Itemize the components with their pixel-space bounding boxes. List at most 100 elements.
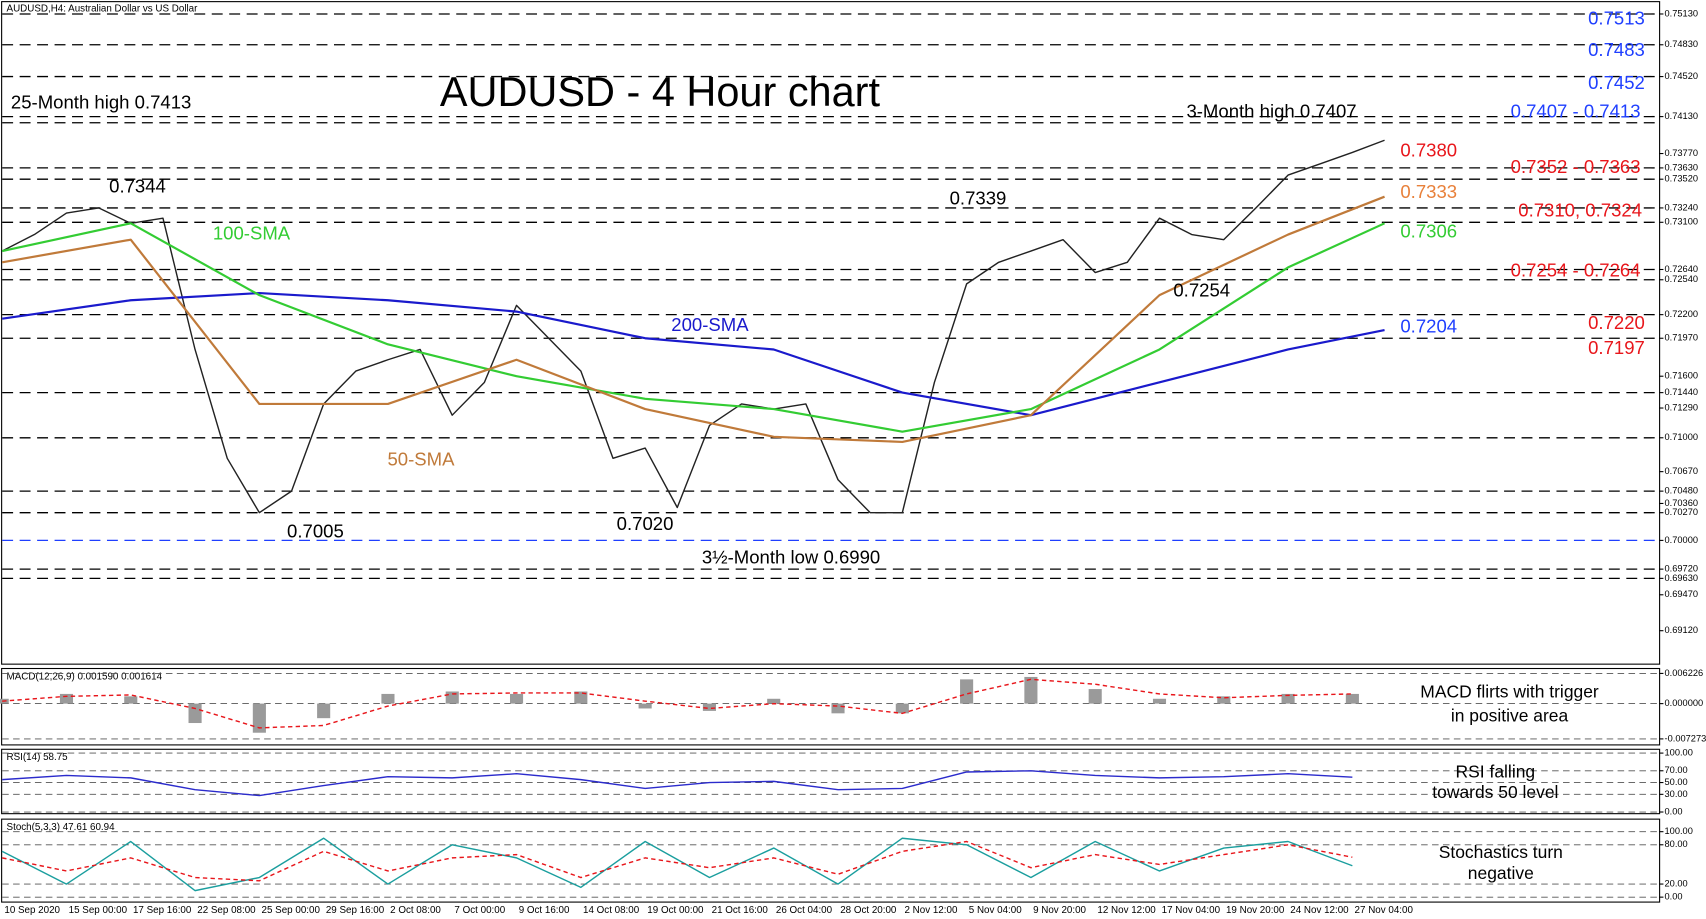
annotation: in positive area — [1451, 706, 1569, 726]
y-tick-label: 0.69470 — [1665, 589, 1699, 599]
y-tick-label: 0.75130 — [1665, 8, 1699, 18]
annotation: Stochastics turn — [1439, 842, 1563, 862]
y-tick-label: -0.007273 — [1665, 733, 1706, 743]
x-tick-label: 17 Nov 04:00 — [1162, 905, 1221, 916]
histogram-bar — [317, 703, 331, 719]
annotation: 0.7333 — [1400, 181, 1457, 202]
annotation: 3½-Month low 0.6990 — [702, 547, 880, 568]
chart-title: AUDUSD - 4 Hour chart — [440, 68, 881, 115]
panel-title: MACD(12,26,9) 0.001590 0.001614 — [7, 671, 163, 682]
histogram-bar — [702, 703, 716, 711]
histogram-bar — [252, 703, 266, 733]
annotation: 0.7204 — [1400, 315, 1457, 336]
series-line — [1, 837, 1353, 892]
y-tick-label: 30.00 — [1665, 789, 1688, 799]
y-tick-label: 0.71000 — [1665, 432, 1699, 442]
histogram-bar — [960, 679, 974, 704]
y-tick-label: 0.74830 — [1665, 39, 1699, 49]
x-tick-label: 9 Nov 20:00 — [1033, 905, 1086, 916]
annotation: 0.7306 — [1400, 220, 1457, 241]
annotation: 0.7483 — [1588, 39, 1645, 60]
y-tick-label: 0.000000 — [1665, 698, 1704, 708]
x-tick-label: 29 Sep 16:00 — [326, 905, 385, 916]
y-tick-label: 0.73630 — [1665, 162, 1699, 172]
series-label: 200-SMA — [671, 314, 749, 335]
y-tick-label: 70.00 — [1665, 765, 1688, 775]
y-tick-label: 0.72540 — [1665, 274, 1699, 284]
annotation: 0.7254 — [1173, 279, 1230, 300]
annotation: 0.7020 — [617, 513, 674, 534]
y-tick-label: 0.73520 — [1665, 174, 1699, 184]
y-tick-label: 0.73770 — [1665, 148, 1699, 158]
annotation: 0.7220 — [1588, 312, 1645, 333]
x-tick-label: 25 Sep 00:00 — [262, 905, 321, 916]
annotation: 0.7339 — [950, 188, 1007, 209]
x-tick-label: 27 Nov 04:00 — [1355, 905, 1414, 916]
y-tick-label: 0.71290 — [1665, 402, 1699, 412]
x-tick-label: 10 Sep 2020 — [4, 905, 60, 916]
y-tick-label: 80.00 — [1665, 839, 1688, 849]
annotation: 0.7310, 0.7324 — [1518, 200, 1642, 221]
y-tick-label: 0.71970 — [1665, 333, 1699, 343]
annotation: MACD flirts with trigger — [1420, 682, 1599, 702]
histogram-bar — [574, 691, 588, 704]
y-tick-label: 0.70270 — [1665, 507, 1699, 517]
y-tick-label: 0.006226 — [1665, 668, 1704, 678]
annotation: 0.7254 - 0.7264 — [1511, 260, 1641, 281]
y-tick-label: 0.69630 — [1665, 573, 1699, 583]
annotation: 0.7407 - 0.7413 — [1511, 100, 1641, 121]
x-tick-label: 5 Nov 04:00 — [969, 905, 1022, 916]
sma-line — [1, 195, 1385, 444]
x-tick-label: 14 Oct 08:00 — [583, 905, 640, 916]
y-tick-label: 100.00 — [1665, 748, 1693, 758]
series-line — [2, 678, 1353, 729]
y-tick-label: 0.00 — [1665, 806, 1683, 816]
annotation: 0.7197 — [1588, 337, 1645, 358]
annotation: 0.7344 — [109, 176, 166, 197]
x-tick-label: 19 Oct 00:00 — [647, 905, 704, 916]
histogram-bar — [895, 703, 909, 714]
sma-line — [1, 222, 1386, 433]
annotation: 0.7380 — [1400, 140, 1457, 161]
histogram-bar — [1281, 693, 1295, 704]
series-line — [2, 770, 1353, 797]
sma-line — [2, 291, 1385, 417]
y-tick-label: 100.00 — [1665, 826, 1693, 836]
histogram-bar — [831, 703, 845, 714]
annotation: 0.7005 — [287, 521, 344, 542]
y-tick-label: 0.72640 — [1665, 264, 1699, 274]
y-tick-label: 0.70480 — [1665, 486, 1699, 496]
y-tick-label: 0.69720 — [1665, 564, 1699, 574]
y-tick-label: 0.74520 — [1665, 71, 1699, 81]
y-tick-label: 50.00 — [1665, 777, 1688, 787]
x-tick-label: 17 Sep 16:00 — [133, 905, 192, 916]
y-tick-label: 0.73240 — [1665, 202, 1699, 212]
annotation: 0.7452 — [1588, 72, 1645, 93]
histogram-bar — [59, 693, 74, 704]
x-tick-label: 26 Oct 04:00 — [776, 905, 833, 916]
histogram-bar — [638, 703, 652, 709]
macd-panel — [1, 667, 1661, 746]
series-label: 100-SMA — [213, 223, 291, 244]
y-tick-label: 0.71600 — [1665, 371, 1699, 381]
rsi-panel — [1, 748, 1661, 815]
panel-title: RSI(14) 58.75 — [7, 752, 69, 763]
x-tick-label: 21 Oct 16:00 — [712, 905, 769, 916]
x-tick-label: 12 Nov 12:00 — [1097, 905, 1156, 916]
y-tick-label: 0.70360 — [1665, 498, 1699, 508]
panel-title: Stoch(5,3,3) 47.61 60.94 — [7, 822, 116, 833]
x-tick-label: 19 Nov 20:00 — [1226, 905, 1285, 916]
y-tick-label: 0.69120 — [1665, 625, 1699, 635]
x-tick-label: 28 Oct 20:00 — [840, 905, 897, 916]
series-line — [1, 139, 1385, 514]
x-tick-label: 15 Sep 00:00 — [69, 905, 128, 916]
chart-subtitle: AUDUSD,H4: Australian Dollar vs US Dolla… — [7, 3, 199, 14]
x-tick-label: 2 Nov 12:00 — [904, 905, 957, 916]
histogram-bar — [509, 693, 524, 704]
annotation: 3-Month high 0.7407 — [1186, 100, 1356, 121]
histogram-bar — [188, 703, 202, 724]
